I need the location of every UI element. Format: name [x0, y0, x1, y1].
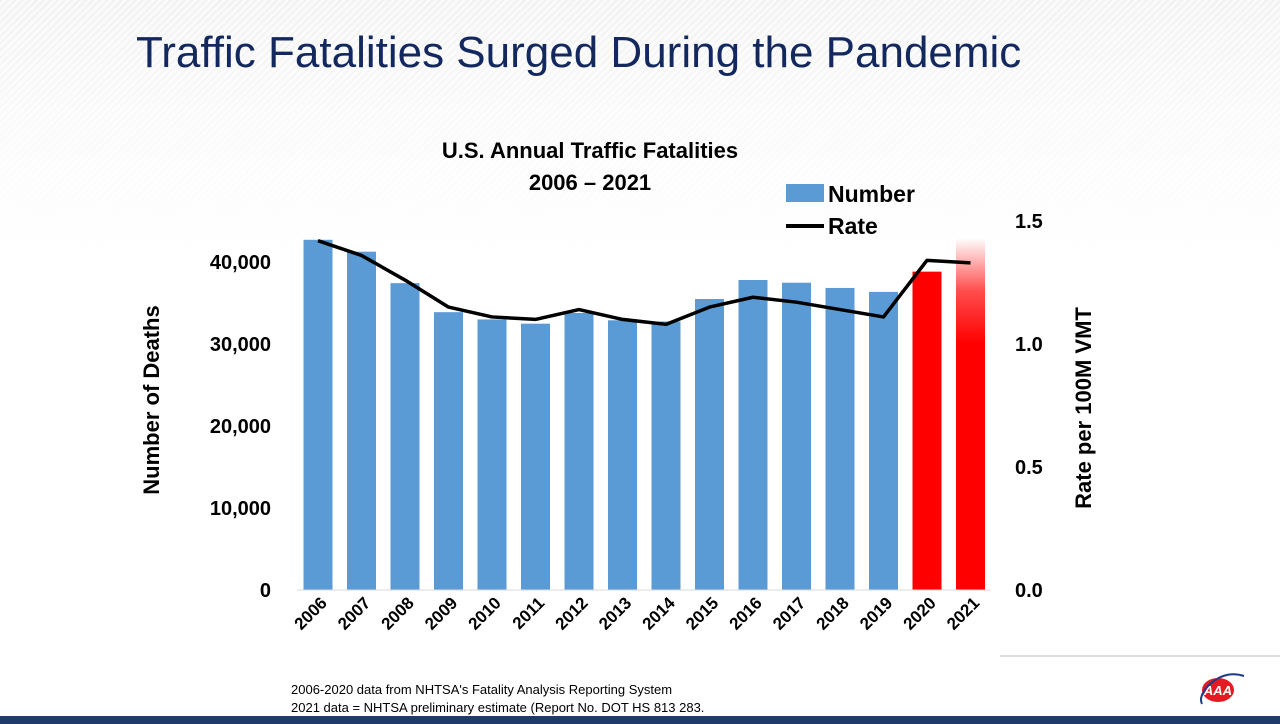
y2-tick-0.0: 0.0	[1015, 580, 1043, 602]
x-tick-2008: 2008	[378, 593, 418, 633]
source-note-1: 2006-2020 data from NHTSA's Fatality Ana…	[291, 682, 673, 697]
y2-tick-0.5: 0.5	[1015, 457, 1043, 479]
y-tick-0: 0	[260, 580, 271, 602]
x-tick-2009: 2009	[421, 593, 461, 633]
aaa-logo: AAA	[1200, 673, 1245, 705]
x-tick-2016: 2016	[726, 593, 766, 633]
legend-label-rate: Rate	[828, 213, 878, 239]
bar-2021	[956, 238, 985, 590]
bar-2007	[347, 251, 376, 590]
x-tick-2012: 2012	[552, 593, 592, 633]
x-tick-2021: 2021	[943, 593, 983, 633]
bar-2012	[564, 312, 594, 590]
bar-2017	[782, 282, 811, 590]
y2-axis-label: Rate per 100M VMT	[1071, 307, 1096, 509]
bar-2020	[912, 271, 942, 590]
bar-2016	[738, 279, 768, 590]
y2-tick-1.5: 1.5	[1015, 211, 1043, 233]
x-tick-2018: 2018	[813, 593, 853, 633]
legend-swatch-number	[786, 184, 824, 202]
bar-2010	[477, 319, 507, 590]
y-axis-label: Number of Deaths	[139, 305, 164, 494]
legend-label-number: Number	[828, 181, 915, 207]
svg-text:AAA: AAA	[1203, 683, 1232, 698]
x-tick-2019: 2019	[856, 593, 896, 633]
footer-bar	[0, 716, 1280, 724]
x-tick-2011: 2011	[509, 593, 549, 633]
bar-2006	[303, 239, 333, 590]
x-tick-2007: 2007	[334, 593, 374, 633]
footer-divider	[1000, 655, 1280, 657]
legend: Number Rate	[786, 181, 915, 239]
bar-2015	[695, 299, 724, 590]
x-tick-2020: 2020	[900, 593, 940, 633]
chart-title: U.S. Annual Traffic Fatalities	[442, 138, 738, 163]
bar-2009	[434, 312, 463, 590]
bar-2013	[608, 320, 637, 590]
chart-subtitle: 2006 – 2021	[529, 170, 651, 195]
bar-2011	[521, 323, 550, 590]
x-tick-2017: 2017	[769, 593, 809, 633]
y2-tick-1.0: 1.0	[1015, 334, 1043, 356]
x-tick-2014: 2014	[639, 593, 680, 634]
rate-line	[317, 239, 971, 327]
x-tick-2013: 2013	[595, 593, 635, 633]
y-tick-10,000: 10,000	[210, 498, 271, 520]
slide-title: Traffic Fatalities Surged During the Pan…	[136, 28, 1022, 77]
y-tick-30,000: 30,000	[210, 334, 271, 356]
y-tick-20,000: 20,000	[210, 416, 271, 438]
x-tick-2010: 2010	[465, 593, 505, 633]
bar-2018	[825, 287, 855, 590]
bar-2008	[390, 283, 420, 590]
source-note-2: 2021 data = NHTSA preliminary estimate (…	[291, 700, 705, 715]
bar-2019	[869, 291, 898, 590]
x-tick-2006: 2006	[291, 593, 331, 633]
x-tick-2015: 2015	[682, 593, 722, 633]
y-tick-40,000: 40,000	[210, 252, 271, 274]
bar-2014	[651, 321, 681, 590]
